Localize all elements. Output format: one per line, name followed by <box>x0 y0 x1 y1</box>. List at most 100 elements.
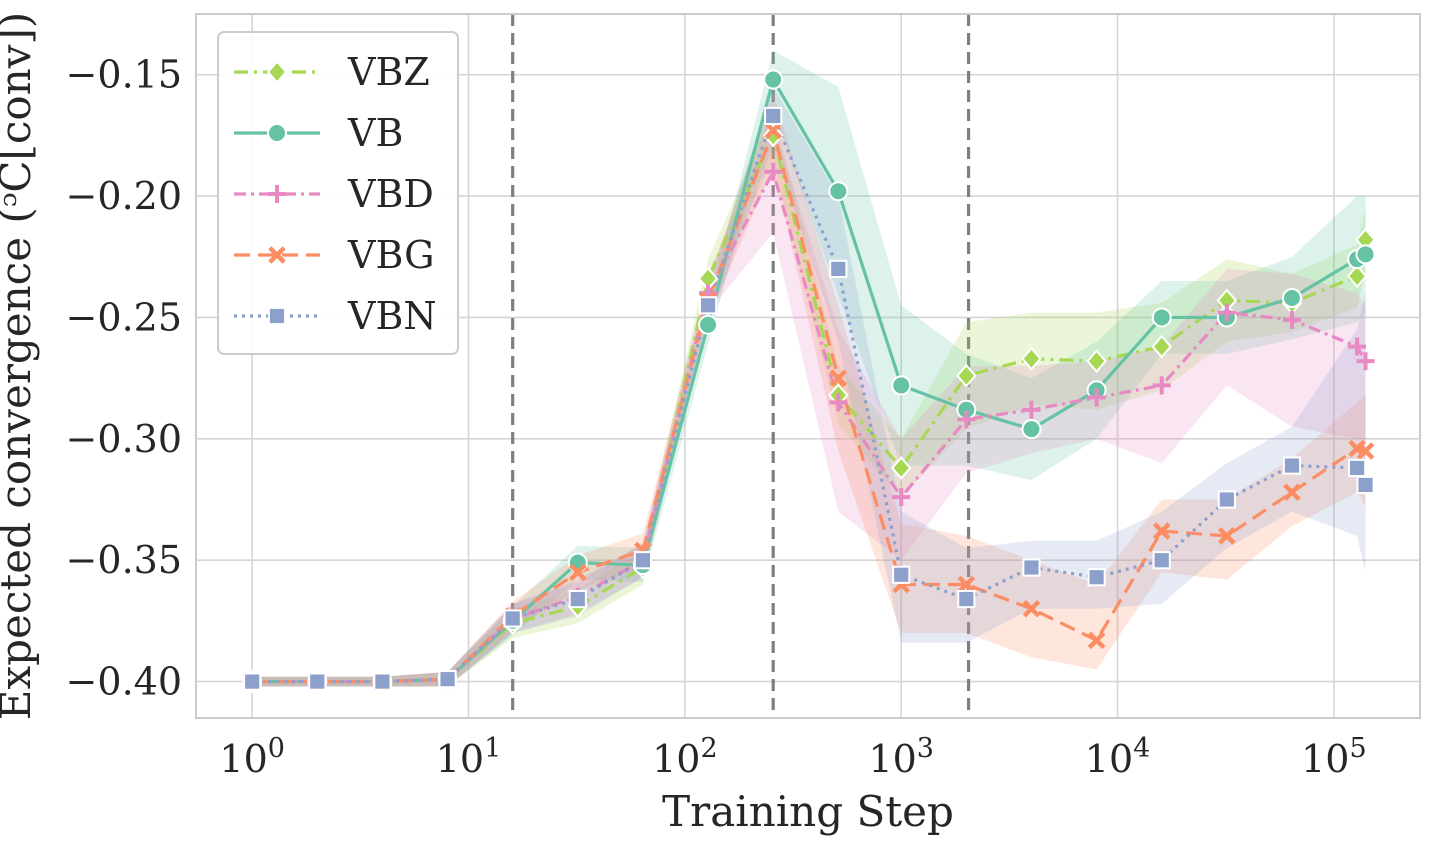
y-tick-label: −0.15 <box>66 53 182 97</box>
legend-entry-vbn: VBN <box>234 294 437 338</box>
cross-marker-b <box>829 369 848 387</box>
cross-marker <box>1022 599 1041 618</box>
square-marker <box>1356 475 1375 495</box>
circle-marker <box>763 69 784 90</box>
square-marker <box>438 670 457 689</box>
circle-marker <box>1151 307 1172 328</box>
square-marker <box>1087 568 1106 587</box>
circle-marker <box>891 375 912 396</box>
plus-marker <box>829 393 848 412</box>
x-tick-label: 100 <box>219 733 285 781</box>
legend: VBZ VB VBD VBG VBN <box>217 31 459 355</box>
cross-marker <box>1283 483 1301 502</box>
square-marker <box>503 609 522 628</box>
legend-entry-vbz: VBZ <box>234 50 430 94</box>
y-tick-label: −0.35 <box>66 538 182 582</box>
band-vb <box>252 50 1366 687</box>
cross-marker <box>268 246 286 264</box>
square-marker <box>1348 458 1367 478</box>
diamond-marker <box>762 123 784 148</box>
cross-marker-b <box>764 121 782 140</box>
cross-marker <box>1087 631 1106 650</box>
diamond-marker <box>1021 346 1042 371</box>
legend-box <box>217 31 459 355</box>
cross-marker-b <box>1348 439 1366 458</box>
x-tick-label: 101 <box>436 733 502 781</box>
cross-marker-b <box>268 246 286 264</box>
cross-marker-b <box>1087 631 1106 650</box>
plus-marker <box>1356 352 1375 371</box>
cross-marker <box>569 563 587 582</box>
plus-marker <box>764 162 783 181</box>
square-marker <box>764 106 783 126</box>
legend-entry-vb: VB <box>234 111 403 155</box>
y-tick-label: −0.30 <box>66 417 182 461</box>
cross-marker <box>1152 522 1171 540</box>
square-marker <box>243 672 262 691</box>
cross-marker <box>829 369 848 387</box>
series-markers <box>241 69 1376 694</box>
band-vbd <box>252 123 1366 687</box>
tick-labels: −0.40 −0.35 −0.30 −0.25 −0.20 −0.15 100 101 102 1… <box>66 53 1367 781</box>
circle-marker <box>1021 419 1042 440</box>
square-marker <box>698 296 718 315</box>
x-tick-label: 104 <box>1085 733 1151 781</box>
plus-marker <box>1022 400 1041 419</box>
square-marker <box>308 672 327 691</box>
cross-marker-b <box>957 575 976 594</box>
x-axis-label: Training Step <box>662 787 954 836</box>
legend-label-vbg: VBG <box>347 233 434 277</box>
legend-label-vbn: VBN <box>347 294 437 338</box>
plus-marker <box>957 410 976 429</box>
diamond-marker <box>956 363 977 388</box>
diamond-marker <box>1346 264 1368 289</box>
circle-marker <box>698 314 719 335</box>
square-marker <box>1152 551 1171 570</box>
square-marker <box>373 672 392 691</box>
legend-label-vbz: VBZ <box>347 50 430 94</box>
square-marker <box>267 306 287 326</box>
square-marker <box>633 551 653 570</box>
legend-label-vb: VB <box>347 111 403 155</box>
cross-marker-b <box>569 563 587 582</box>
square-marker <box>568 589 587 609</box>
plot-frame <box>195 13 1421 719</box>
cross-marker <box>1218 527 1236 545</box>
cross-marker-b <box>1283 483 1301 502</box>
circle-marker <box>267 123 287 143</box>
y-tick-label: −0.40 <box>66 660 182 704</box>
circle-marker <box>1281 288 1302 309</box>
y-tick-label: −0.20 <box>66 174 182 218</box>
square-marker <box>1282 456 1302 475</box>
x-tick-label: 103 <box>868 733 934 781</box>
legend-entry-vbd: VBD <box>234 172 434 216</box>
plus-marker <box>1282 310 1301 329</box>
plus-marker <box>1087 388 1106 407</box>
plus-marker <box>1152 376 1171 395</box>
markers-vbn <box>243 106 1375 691</box>
plus-marker <box>1348 337 1367 356</box>
cross-marker-b <box>1022 599 1041 618</box>
diamond-marker <box>266 60 288 84</box>
cross-marker-b <box>1356 442 1375 460</box>
y-axis-label: Expected convergence (ᵓC[conv]) <box>0 12 40 720</box>
plus-marker <box>268 185 286 203</box>
cross-marker <box>1356 442 1375 460</box>
x-tick-label: 105 <box>1301 733 1367 781</box>
cross-marker <box>957 575 976 594</box>
band-vbg <box>252 94 1366 687</box>
circle-marker <box>828 181 849 202</box>
square-marker <box>1217 490 1236 509</box>
legend-entry-vbg: VBG <box>234 233 434 277</box>
band-vbn <box>252 86 1366 687</box>
plus-marker <box>892 488 911 507</box>
cross-marker-b <box>1218 527 1236 545</box>
legend-label-vbd: VBD <box>347 172 434 216</box>
diamond-marker <box>1086 349 1107 374</box>
cross-marker-b <box>1152 522 1171 540</box>
cross-marker <box>764 121 782 140</box>
plus-marker <box>1217 303 1236 322</box>
y-tick-label: −0.25 <box>66 295 182 339</box>
